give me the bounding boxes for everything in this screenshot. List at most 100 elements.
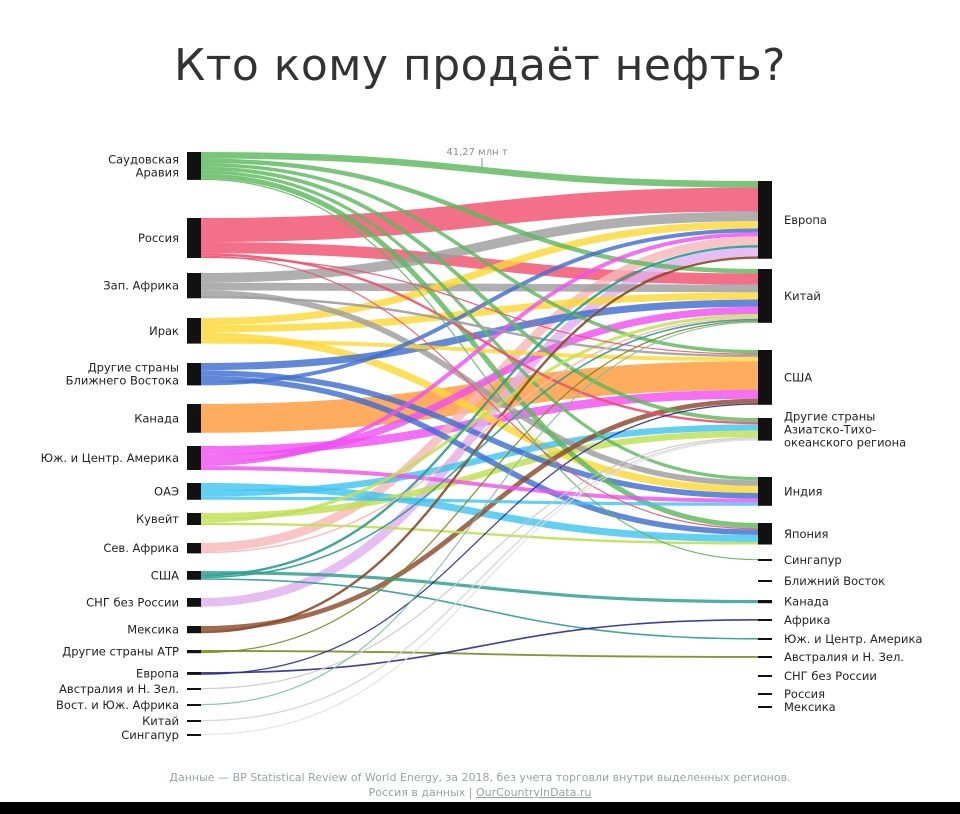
flow-зап-африка-to-индия	[200, 290, 759, 486]
source-node-сингапур	[187, 734, 201, 736]
target-label-индия: Индия	[784, 484, 822, 498]
flow-зап-африка-to-европа	[200, 211, 759, 283]
target-node-австралия-и-н-зел	[758, 656, 772, 658]
flow-саудовская-аравия-to-сингапур	[200, 178, 759, 561]
target-node-мексика	[758, 706, 772, 708]
target-label-китай: Китай	[784, 289, 821, 303]
source-label-европа: Европа	[136, 666, 179, 680]
source-label-ирак: Ирак	[149, 324, 179, 338]
source-label-кувейт: Кувейт	[136, 512, 179, 526]
source-node-россия	[187, 218, 201, 258]
flow-зап-африка-to-китай	[200, 282, 759, 293]
source-label-снг-без-россии: СНГ без России	[86, 595, 179, 609]
footer-line2: Россия в данных | OurCountryInData.ru	[0, 785, 960, 800]
source-node-европа	[187, 672, 201, 675]
flow-россия-to-сша	[200, 256, 759, 355]
flow-другие-страны-ближнего-востока-to-европа	[200, 228, 759, 386]
source-label-другие-страны-ближнего-востока: Другие страны Ближнего Востока	[66, 361, 179, 388]
source-node-зап-африка	[187, 273, 201, 299]
flow-сев-африка-to-китай	[200, 317, 759, 554]
flow-layer	[200, 152, 759, 736]
target-label-мексика: Мексика	[784, 700, 836, 714]
footer: Данные — BP Statistical Review of World …	[0, 770, 960, 800]
target-node-япония	[758, 523, 772, 545]
flow-другие-страны-атр-to-австралия-и-н-зел	[200, 650, 759, 658]
source-label-сев-африка: Сев. Африка	[103, 541, 179, 555]
source-node-ирак	[187, 318, 201, 344]
bottom-bar	[0, 802, 960, 814]
target-node-ближний-восток	[758, 580, 772, 582]
flow-другие-страны-атр-to-китай	[200, 320, 759, 654]
target-label-австралия-и-н-зел: Австралия и Н. Зел.	[784, 650, 904, 664]
target-node-канада	[758, 600, 772, 604]
flow-россия-to-япония	[200, 255, 759, 530]
source-label-юж-и-центр-америка: Юж. и Центр. Америка	[41, 451, 179, 465]
flow-сев-африка-to-европа	[200, 236, 759, 552]
source-node-китай	[187, 720, 201, 722]
source-node-кувейт	[187, 513, 201, 525]
flow-сша-to-европа	[200, 245, 759, 577]
footer-link[interactable]: OurCountryInData.ru	[476, 786, 592, 799]
source-node-канада	[187, 404, 201, 433]
flow-ирак-to-европа	[200, 221, 759, 326]
source-label-канада: Канада	[134, 411, 179, 425]
flow-австралия-и-н-зел-to-другие-страны-азиатско-тихо-океанского-региона	[200, 437, 759, 690]
source-label-саудовская-аравия: Саудовская Аравия	[108, 152, 179, 179]
source-node-другие-страны-ближнего-востока	[187, 363, 201, 386]
flow-европа-to-сша	[200, 403, 759, 675]
source-label-другие-страны-атр: Другие страны АТР	[62, 645, 179, 659]
footer-source: Данные — BP Statistical Review of World …	[169, 771, 791, 784]
flow-оаэ-to-индия	[200, 496, 759, 506]
flow-другие-страны-ближнего-востока-to-япония	[200, 375, 759, 535]
source-node-сев-африка	[187, 543, 201, 554]
flow-саудовская-аравия-to-сша	[200, 163, 759, 354]
flow-юж-и-центр-америка-to-европа	[200, 232, 759, 466]
flow-китай-to-другие-страны-азиатско-тихо-океанского-региона	[200, 438, 759, 722]
target-node-юж-и-центр-америка	[758, 638, 772, 640]
source-label-россия: Россия	[138, 231, 179, 245]
target-label-африка: Африка	[784, 613, 830, 627]
target-label-канада: Канада	[784, 595, 829, 609]
target-node-африка	[758, 619, 772, 621]
target-node-сингапур	[758, 559, 772, 561]
source-node-снг-без-россии	[187, 598, 201, 607]
target-node-другие-страны-азиатско-тихо-океанского-региона	[758, 418, 772, 441]
target-label-ближний-восток: Ближний Восток	[784, 574, 885, 588]
flow-саудовская-аравия-to-другие-страны-азиатско-тихо-океанского-региона	[200, 166, 759, 422]
source-label-сингапур: Сингапур	[121, 728, 179, 742]
flow-кувейт-to-япония	[200, 522, 759, 545]
flow-кувейт-to-китай	[200, 313, 759, 523]
target-label-юж-и-центр-америка: Юж. и Центр. Америка	[784, 632, 922, 646]
source-label-австралия-и-н-зел: Австралия и Н. Зел.	[59, 682, 179, 696]
flow-юж-и-центр-америка-to-индия	[200, 466, 759, 503]
target-label-другие-страны-азиатско-тихо-океанского-региона: Другие страны Азиатско-Тихо-океанского ре…	[784, 409, 906, 449]
scale-label: 41,27 млн т	[446, 147, 507, 158]
target-node-индия	[758, 477, 772, 506]
source-node-другие-страны-атр	[187, 650, 201, 654]
chart-title: Кто кому продаёт нефть?	[173, 40, 787, 91]
source-node-саудовская-аравия	[187, 152, 201, 180]
source-node-австралия-и-н-зел	[187, 688, 201, 690]
flow-сингапур-to-другие-страны-азиатско-тихо-океанского-региона	[200, 439, 759, 736]
target-node-снг-без-россии	[758, 675, 772, 677]
target-label-сша: США	[784, 370, 812, 384]
source-node-юж-и-центр-америка	[187, 446, 201, 470]
target-node-китай	[758, 269, 772, 323]
source-label-вост-и-юж-африка: Вост. и Юж. Африка	[56, 698, 179, 712]
flow-мексика-to-европа	[200, 256, 759, 634]
flow-европа-to-африка	[200, 619, 759, 674]
source-node-сша	[187, 571, 201, 580]
flow-другие-страны-ближнего-востока-to-китай	[200, 299, 759, 371]
target-node-европа	[758, 181, 772, 259]
target-node-сша	[758, 350, 772, 405]
flow-вост-и-юж-африка-to-китай	[200, 321, 759, 706]
source-node-вост-и-юж-африка	[187, 704, 201, 706]
target-label-сингапур: Сингапур	[784, 553, 842, 567]
flow-ирак-to-китай	[200, 292, 759, 333]
flow-россия-to-другие-страны-азиатско-тихо-океанского-региона	[200, 253, 759, 425]
source-label-сша: США	[151, 568, 179, 582]
flow-кувейт-to-другие-страны-азиатско-тихо-океанского-региона	[200, 430, 759, 520]
target-label-снг-без-россии: СНГ без России	[784, 669, 877, 683]
